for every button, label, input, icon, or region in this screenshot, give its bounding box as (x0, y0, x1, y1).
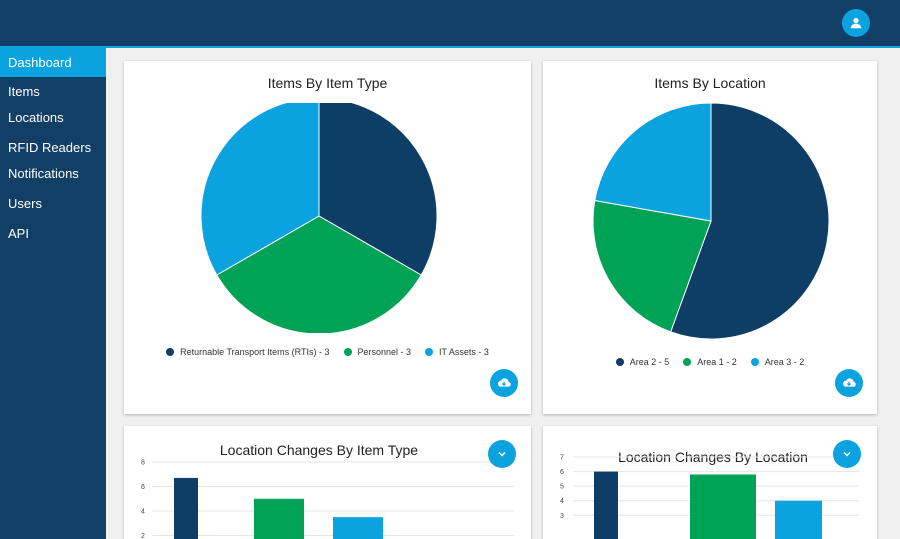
legend-item-personnel: Personnel - 3 (343, 347, 411, 357)
person-icon (850, 18, 862, 29)
top-bar (0, 0, 900, 48)
chevron-down-icon (498, 451, 506, 457)
pie-slice-personnel[interactable] (216, 215, 422, 333)
bar-1[interactable] (174, 477, 198, 539)
y-tick-label: 3 (560, 513, 564, 520)
pie-slice-area-2[interactable] (670, 103, 830, 340)
card-location-changes-by-item-type: Location Changes By Item Type 2 4 6 8 (124, 426, 531, 539)
legend-item-area-1: Area 1 - 2 (683, 357, 737, 367)
bar-3[interactable] (775, 500, 822, 539)
pie-chart-items-by-location (593, 103, 830, 340)
user-avatar-button[interactable] (842, 9, 870, 37)
expand-button[interactable] (833, 440, 861, 468)
sidebar-item-users[interactable]: Users (8, 196, 42, 211)
card-items-by-item-type: Items By Item Type Returnable Transport … (124, 61, 531, 414)
bar-3[interactable] (333, 517, 383, 539)
card-title: Location Changes By Item Type (219, 442, 419, 458)
y-tick-label: 7 (560, 455, 564, 462)
legend-item-it-assets: IT Assets - 3 (425, 347, 489, 357)
card-items-by-location: Items By Location Area 2 - 5 Area 1 - 2 … (543, 61, 877, 414)
sidebar-item-items[interactable]: Items (8, 84, 40, 99)
bar-1[interactable] (594, 471, 618, 539)
sidebar-item-locations[interactable]: Locations (8, 110, 64, 125)
y-tick-label: 8 (141, 460, 145, 467)
chart-legend: Area 2 - 5 Area 1 - 2 Area 3 - 2 (543, 357, 877, 367)
sidebar-item-api[interactable]: API (8, 226, 29, 241)
y-tick-label: 6 (141, 484, 145, 491)
legend-item-area-3: Area 3 - 2 (750, 357, 804, 367)
sidebar-item-notifications[interactable]: Notifications (8, 166, 79, 181)
sidebar-item-rfid-readers[interactable]: RFID Readers (8, 140, 92, 155)
y-tick-label: 6 (560, 469, 564, 476)
card-title: Items By Location (654, 75, 766, 91)
legend-item-area-2: Area 2 - 5 (615, 357, 669, 367)
cloud-download-icon (842, 378, 856, 387)
pie-slice-it-assets[interactable] (200, 103, 320, 276)
chevron-down-icon (843, 451, 851, 457)
pie-chart-items-by-item-type (200, 103, 438, 333)
chart-legend: Returnable Transport Items (RTIs) - 3 Pe… (124, 347, 531, 357)
expand-button[interactable] (488, 440, 516, 468)
y-tick-label: 5 (560, 484, 564, 491)
y-tick-label: 4 (560, 498, 564, 505)
download-button[interactable] (490, 369, 518, 397)
download-button[interactable] (835, 369, 863, 397)
y-tick-label: 4 (141, 509, 145, 516)
bar-2[interactable] (254, 498, 304, 539)
pie-slice-area-3[interactable] (594, 103, 712, 222)
sidebar-item-dashboard[interactable]: Dashboard (0, 48, 106, 77)
y-tick-label: 2 (141, 533, 145, 539)
bar-2[interactable] (690, 474, 756, 539)
legend-item-rtis: Returnable Transport Items (RTIs) - 3 (166, 347, 330, 357)
bar-chart-location-changes-by-location: 3 4 5 6 7 (560, 455, 859, 539)
pie-slice-area-1[interactable] (593, 199, 712, 333)
card-title: Items By Item Type (267, 75, 388, 91)
pie-slice-returnable-transport-items-rtis[interactable] (318, 103, 438, 276)
cloud-download-icon (497, 378, 511, 387)
bar-chart-location-changes-by-item-type: 2 4 6 8 (141, 460, 514, 539)
sidebar: Dashboard Items Locations RFID Readers N… (0, 48, 106, 539)
